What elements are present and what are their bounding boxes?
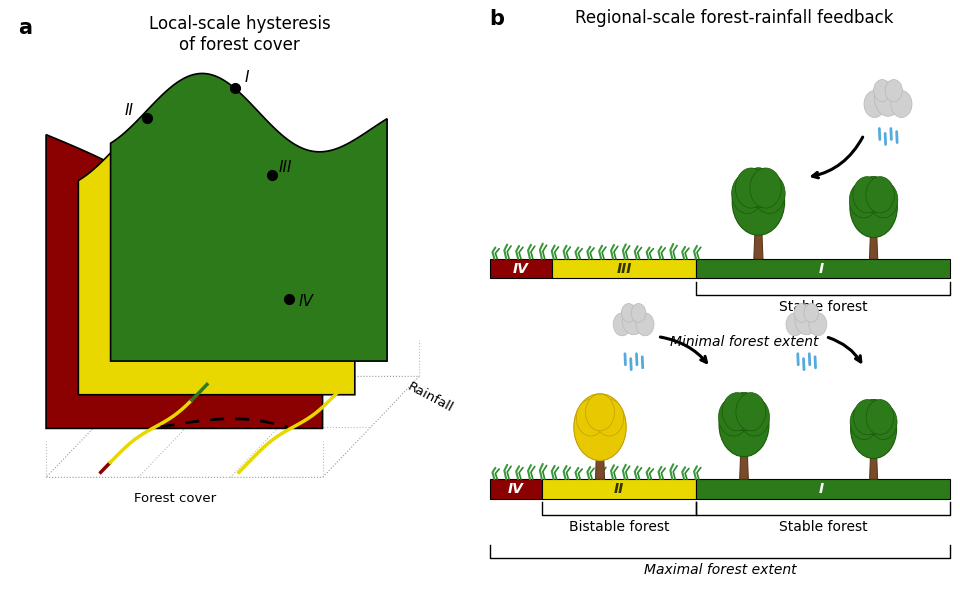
Circle shape [735,168,767,208]
Circle shape [795,305,818,335]
Polygon shape [740,446,749,479]
Circle shape [631,304,646,323]
Text: I: I [818,482,824,496]
Text: Regional-scale forest-rainfall feedback: Regional-scale forest-rainfall feedback [575,9,894,27]
Circle shape [875,82,901,116]
Circle shape [794,304,809,323]
Circle shape [718,398,749,436]
Circle shape [870,182,898,218]
Circle shape [729,392,759,431]
Circle shape [574,394,626,461]
Text: Stable forest: Stable forest [779,520,868,534]
Circle shape [576,399,605,436]
Bar [542,479,696,499]
Circle shape [719,393,769,457]
Circle shape [891,91,912,118]
Text: II: II [614,482,624,496]
Bar [696,259,950,278]
Circle shape [722,393,752,431]
Circle shape [621,304,636,323]
Text: Bistable forest: Bistable forest [569,520,669,534]
Circle shape [622,305,645,335]
Circle shape [613,313,631,336]
Text: I: I [244,70,249,85]
Circle shape [860,400,887,435]
Text: IV: IV [513,262,529,275]
Circle shape [636,313,654,336]
Text: Forest cover: Forest cover [134,492,216,506]
Text: III: III [278,160,292,175]
Circle shape [859,176,888,213]
Circle shape [736,393,766,431]
Circle shape [595,399,624,436]
Text: I: I [818,262,824,275]
Polygon shape [870,227,877,259]
Circle shape [732,173,763,214]
Polygon shape [79,106,355,395]
Polygon shape [110,73,387,361]
Circle shape [786,313,804,336]
Circle shape [870,405,897,439]
Circle shape [851,405,877,439]
Circle shape [809,313,827,336]
Circle shape [852,177,881,213]
Circle shape [732,168,784,235]
Circle shape [864,91,885,118]
Circle shape [750,168,781,208]
Polygon shape [595,444,605,479]
Circle shape [851,400,897,458]
Circle shape [743,168,774,208]
Bar [552,259,696,278]
Text: Local-scale hysteresis
of forest cover: Local-scale hysteresis of forest cover [149,15,330,54]
Circle shape [754,173,785,214]
Bar [490,259,552,278]
Text: III: III [616,262,632,275]
Circle shape [804,304,819,323]
Text: Maximal forest extent: Maximal forest extent [644,563,796,577]
Circle shape [885,80,902,102]
Circle shape [586,394,614,431]
Text: Stable forest: Stable forest [779,300,868,314]
Circle shape [850,177,898,237]
Circle shape [853,400,881,435]
Polygon shape [46,135,323,428]
Bar [490,479,542,499]
Polygon shape [754,223,763,259]
Circle shape [739,398,770,436]
Text: IV: IV [508,482,524,496]
Polygon shape [46,376,420,477]
Text: b: b [490,9,505,29]
Text: Minimal forest extent: Minimal forest extent [670,335,818,349]
Text: a: a [18,18,33,39]
Text: II: II [125,103,133,118]
Text: Rainfall: Rainfall [405,381,455,415]
Text: IV: IV [299,294,314,308]
Circle shape [874,80,891,102]
Circle shape [866,177,895,213]
Polygon shape [870,448,877,479]
Circle shape [850,182,877,218]
Bar [696,479,950,499]
Circle shape [866,400,894,435]
